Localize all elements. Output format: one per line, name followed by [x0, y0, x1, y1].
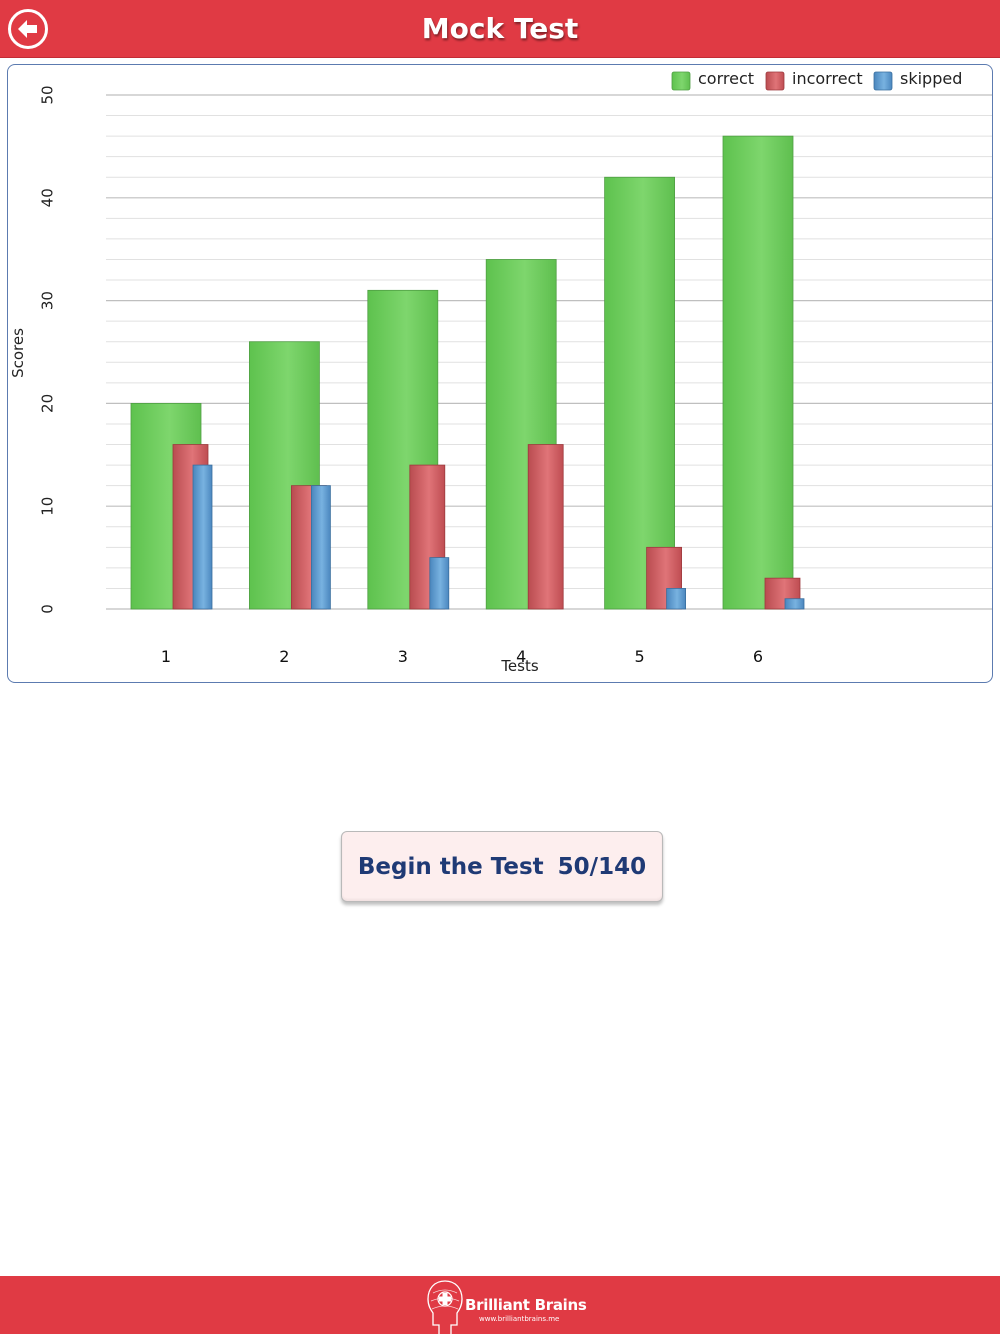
- x-tick-label: 6: [753, 647, 763, 666]
- bar-skipped: [784, 598, 805, 610]
- back-arrow-circle-icon: [18, 20, 37, 38]
- legend-label-correct: correct: [698, 69, 754, 88]
- legend-swatch-incorrect: [765, 71, 785, 91]
- y-tick-label: 50: [39, 85, 57, 104]
- bar-skipped: [310, 485, 331, 610]
- y-tick-labels: 0 10 20 30 40 50: [39, 85, 57, 613]
- bar-correct: [604, 176, 675, 610]
- y-tick-label: 0: [39, 604, 57, 614]
- y-tick-label: 30: [39, 291, 57, 310]
- x-tick-labels: 1 2 3 4 5 6: [161, 647, 763, 666]
- x-tick-label: 1: [161, 647, 171, 666]
- begin-test-button[interactable]: Begin the Test 50/140: [341, 831, 663, 902]
- chart-canvas: 0 10 20 30 40 50 1 2 3 4 5 6 Scores Tests correct i…: [9, 69, 992, 675]
- bar-skipped: [429, 557, 450, 610]
- bar-skipped: [192, 464, 213, 610]
- footer-bar: [0, 1276, 1000, 1334]
- brand-logo: Brilliant Brains www.brilliantbrains.me: [425, 1279, 587, 1334]
- back-button[interactable]: [8, 9, 48, 49]
- brain-head-logo-icon: [427, 1280, 463, 1334]
- x-tick-label: 3: [398, 647, 408, 666]
- x-tick-label: 5: [635, 647, 645, 666]
- legend-label-skipped: skipped: [900, 69, 962, 88]
- bar-incorrect: [527, 444, 564, 610]
- question-count: 50/140: [557, 854, 647, 880]
- scores-chart: 0 10 20 30 40 50 1 2 3 4 5 6 Scores Tests correct i…: [7, 64, 993, 683]
- bar-correct: [722, 135, 794, 610]
- x-axis-label: Tests: [500, 657, 539, 675]
- page-title: Mock Test: [421, 12, 579, 45]
- y-tick-label: 10: [39, 497, 57, 516]
- legend-swatch-skipped: [873, 71, 893, 91]
- legend-swatch-correct: [671, 71, 691, 91]
- brand-name: Brilliant Brains: [465, 1296, 587, 1314]
- legend: correct incorrect skipped: [671, 69, 962, 91]
- y-tick-label: 20: [39, 394, 57, 413]
- x-tick-label: 2: [279, 647, 289, 666]
- y-tick-label: 40: [39, 188, 57, 207]
- bar-skipped: [666, 588, 686, 610]
- top-bar: Mock Test: [0, 0, 1000, 58]
- brand-url: www.brilliantbrains.me: [479, 1315, 560, 1323]
- y-axis-label: Scores: [9, 328, 27, 378]
- begin-test-label: Begin the Test: [357, 854, 544, 880]
- legend-label-incorrect: incorrect: [792, 69, 863, 88]
- bars: [130, 135, 805, 610]
- x-tick-label: 4: [516, 647, 526, 666]
